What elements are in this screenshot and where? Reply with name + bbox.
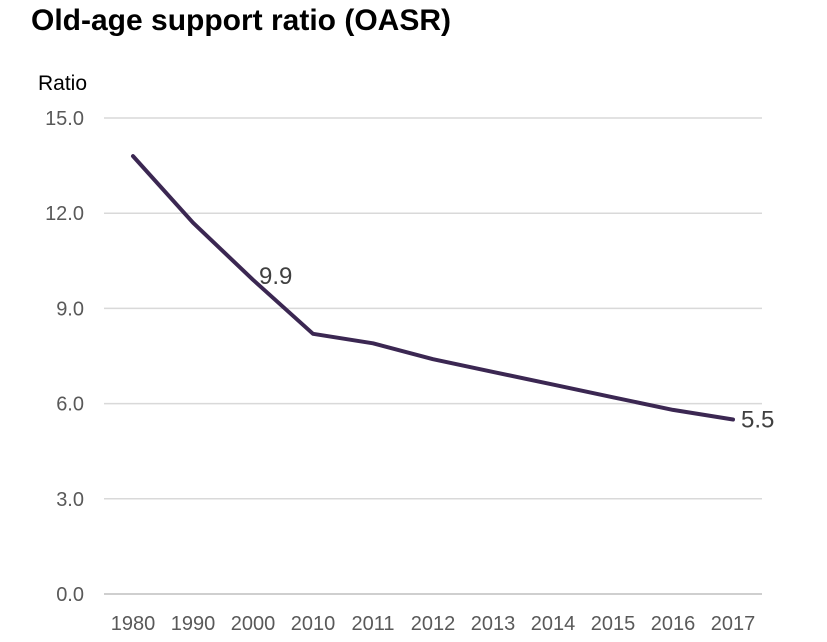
x-tick-label: 2015 [591,613,636,635]
x-tick-label: 2000 [231,613,276,635]
x-tick-label: 2010 [291,613,336,635]
x-tick-label: 1980 [111,613,156,635]
chart-title: Old-age support ratio (OASR) [31,4,451,37]
gridlines [104,117,762,595]
y-tick-label: 0.0 [56,584,84,606]
y-axis-label: Ratio [38,72,88,95]
y-tick-label: 12.0 [45,203,84,225]
data-labels: 9.9 5.5 [259,263,774,434]
y-axis-ticks: 0.0 3.0 6.0 9.0 12.0 15.0 [45,108,84,606]
x-tick-label: 1990 [171,613,216,635]
y-tick-label: 15.0 [45,108,84,130]
y-tick-label: 9.0 [56,298,84,320]
y-tick-label: 3.0 [56,489,84,511]
x-tick-label: 2012 [411,613,456,635]
x-tick-label: 2013 [471,613,516,635]
x-tick-label: 2016 [651,613,696,635]
x-tick-label: 2014 [531,613,576,635]
series-layer [131,154,735,422]
x-tick-label: 2011 [351,613,394,635]
y-tick-label: 6.0 [56,394,84,416]
x-axis-ticks: 1980 1990 2000 2010 2011 2012 2013 2014 2015 2016… [111,613,756,635]
x-tick-label: 2017 [711,613,756,635]
data-label: 5.5 [741,406,774,433]
data-label: 9.9 [259,263,292,290]
series-line [131,154,735,422]
